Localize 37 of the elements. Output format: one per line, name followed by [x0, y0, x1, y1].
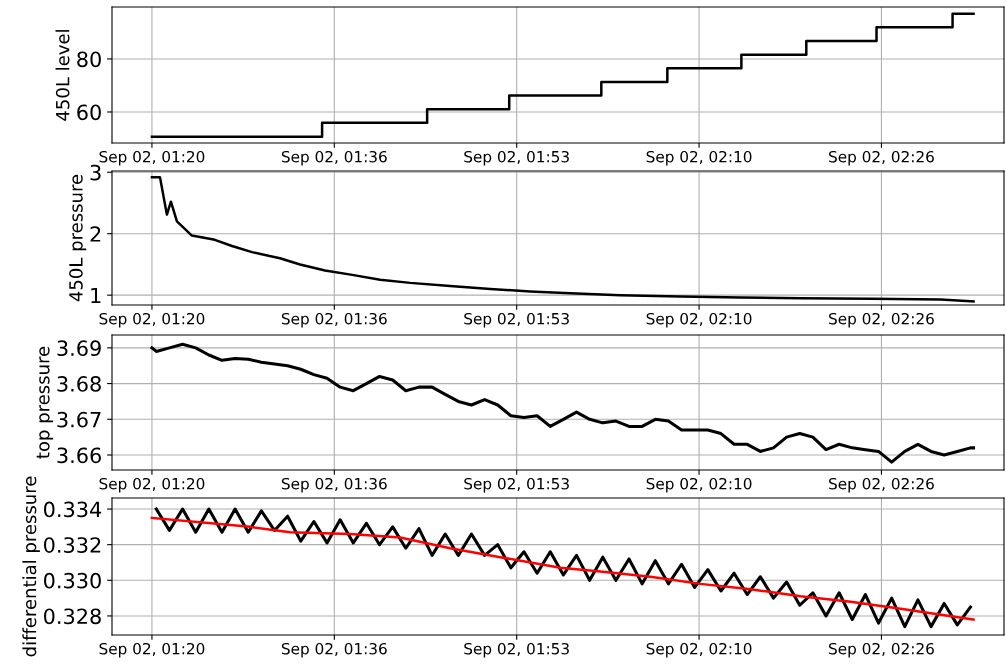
x-tick-label: Sep 02, 02:10 — [646, 150, 752, 166]
x-tick-label: Sep 02, 01:53 — [464, 477, 569, 493]
y-tick-label: 0.328 — [44, 608, 101, 625]
y-tick-label: 3.66 — [57, 447, 101, 464]
x-tick-label: Sep 02, 02:26 — [829, 642, 934, 658]
y-tick-label: 2 — [90, 226, 101, 242]
x-tick-label: Sep 02, 01:53 — [464, 150, 569, 166]
x-tick-label: Sep 02, 01:20 — [99, 312, 205, 328]
x-tick-label: Sep 02, 01:20 — [99, 150, 205, 166]
x-tick-label: Sep 02, 01:20 — [99, 642, 205, 658]
x-tick-label: Sep 02, 02:10 — [646, 477, 752, 493]
y-tick-label: 3.69 — [57, 340, 101, 357]
x-tick-label: Sep 02, 01:36 — [281, 642, 387, 658]
x-tick-label: Sep 02, 02:26 — [829, 150, 934, 166]
x-tick-label: Sep 02, 01:36 — [281, 150, 387, 166]
x-tick-label: Sep 02, 02:26 — [829, 312, 934, 328]
y-tick-label: 3.67 — [57, 411, 101, 428]
x-tick-label: Sep 02, 01:53 — [464, 312, 569, 328]
y-axis-title: differential pressure — [22, 476, 40, 657]
x-tick-label: Sep 02, 01:20 — [99, 477, 205, 493]
x-tick-label: Sep 02, 01:36 — [281, 312, 387, 328]
y-tick-label: 3 — [90, 164, 101, 181]
x-tick-label: Sep 02, 02:10 — [646, 642, 752, 658]
y-tick-label: 0.332 — [44, 537, 101, 553]
y-tick-label: 60 — [77, 104, 101, 121]
y-tick-label: 0.330 — [44, 572, 101, 589]
y-axis-title: 450L level — [55, 30, 70, 121]
x-tick-label: Sep 02, 02:10 — [646, 312, 752, 328]
x-tick-label: Sep 02, 02:26 — [829, 477, 934, 493]
y-axis-title: top pressure — [36, 346, 54, 459]
y-tick-label: 0.334 — [44, 501, 102, 518]
y-tick-label: 1 — [91, 287, 101, 304]
y-tick-label: 80 — [77, 51, 101, 68]
y-tick-label: 3.68 — [57, 376, 101, 392]
x-tick-label: Sep 02, 01:53 — [464, 642, 569, 658]
y-axis-title: 450L pressure — [69, 174, 87, 302]
x-tick-label: Sep 02, 01:36 — [281, 477, 387, 493]
